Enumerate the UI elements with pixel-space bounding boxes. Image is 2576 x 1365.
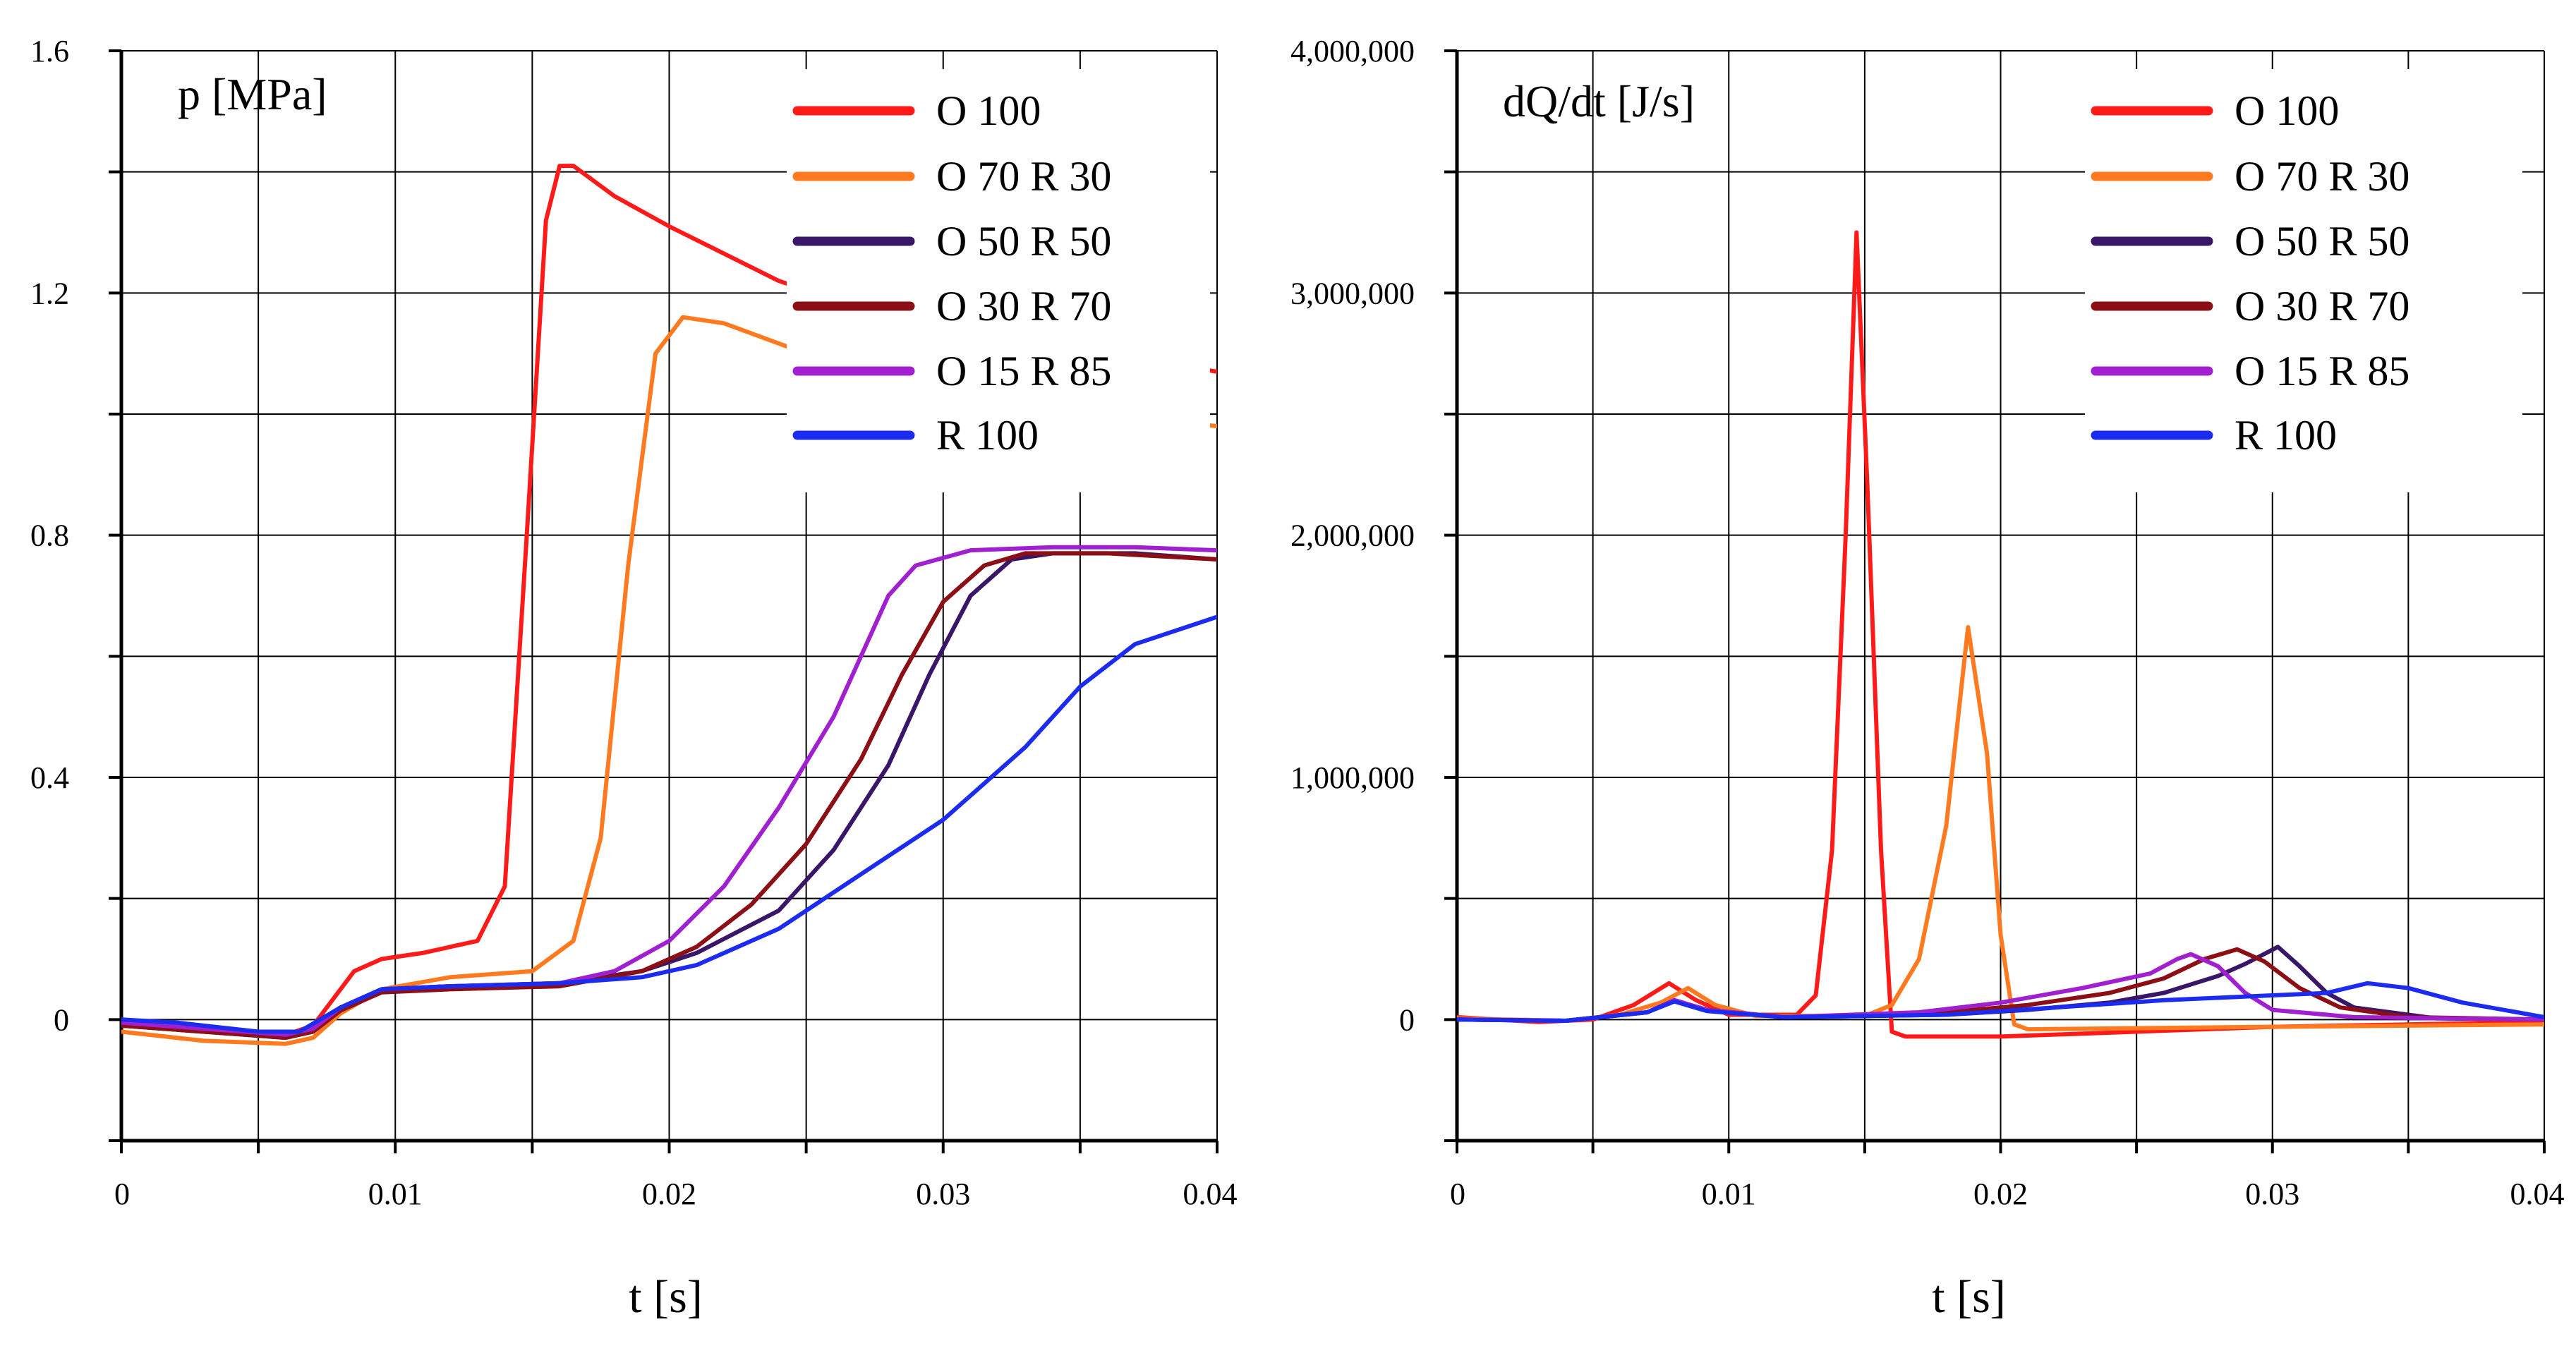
legend: O 100 O 70 R 30 O 50 R 50 O 30 R 70 O 15 R 8…	[2085, 69, 2522, 492]
y-tick-label: 0.8	[30, 518, 69, 553]
y-tick-label: 0	[54, 1002, 69, 1037]
x-tick-label: 0.03	[916, 1177, 970, 1211]
y-tick-label: 1.2	[30, 276, 69, 310]
legend-label: O 50 R 50	[936, 218, 1111, 265]
panel-title: p [MPa]	[178, 69, 327, 119]
series-line-r-100	[121, 614, 1217, 1034]
series-line-o-15-r-85	[121, 545, 1217, 1037]
y-tick-label: 0	[1399, 1002, 1415, 1037]
y-tick-label: 4,000,000	[1290, 34, 1415, 68]
legend-background	[787, 69, 1210, 492]
legend-background	[2085, 69, 2522, 492]
legend-label: O 50 R 50	[2235, 218, 2409, 265]
x-tick-label: 0.02	[642, 1177, 696, 1211]
legend-label: R 100	[2235, 412, 2337, 459]
x-tick-label: 0.01	[1702, 1177, 1756, 1211]
series-line-r-100	[1457, 981, 2544, 1023]
x-tick-label: 0.03	[2245, 1177, 2299, 1211]
y-tick-label: 3,000,000	[1290, 276, 1415, 310]
x-tick-label: 0.01	[368, 1177, 423, 1211]
legend-label: O 100	[2235, 87, 2339, 134]
legend-label: O 15 R 85	[2235, 348, 2409, 394]
series-line-o-30-r-70	[121, 551, 1217, 1041]
x-tick-label: 0	[114, 1177, 130, 1211]
x-axis-title: t [s]	[1932, 1271, 2005, 1323]
panel-title: dQ/dt [J/s]	[1503, 76, 1695, 126]
x-tick-label: 0.04	[2510, 1177, 2565, 1211]
y-tick-label: 1,000,000	[1290, 760, 1415, 795]
series-line-o-100	[1457, 230, 2544, 1039]
legend-label: R 100	[936, 412, 1039, 459]
series-group	[1457, 230, 2544, 1039]
y-tick-label: 0.4	[30, 760, 69, 795]
legend-label: O 30 R 70	[2235, 283, 2409, 329]
y-tick-label: 1.6	[30, 34, 69, 68]
x-tick-label: 0.02	[1973, 1177, 2028, 1211]
y-tick-label: 2,000,000	[1290, 518, 1415, 553]
x-tick-label: 0	[1450, 1177, 1465, 1211]
legend-label: O 70 R 30	[2235, 153, 2409, 200]
chart-1: 0 0.01 0.02 0.03 0.04 0 0.4 0.8 1.2 1.6 t [s] O 100…	[30, 34, 1238, 1323]
legend-label: O 70 R 30	[936, 153, 1111, 200]
x-tick-label: 0.04	[1183, 1177, 1238, 1211]
legend-label: O 15 R 85	[936, 348, 1111, 394]
chart-2: 0 0.01 0.02 0.03 0.04 0 1,000,000 2,000,000 3,00…	[1290, 34, 2565, 1323]
legend: O 100 O 70 R 30 O 50 R 50 O 30 R 70 O 15 R 8…	[787, 69, 1210, 492]
x-axis-title: t [s]	[629, 1271, 702, 1323]
series-line-o-70-r-30	[1457, 625, 2544, 1032]
legend-label: O 30 R 70	[936, 283, 1111, 329]
legend-label: O 100	[936, 87, 1041, 134]
